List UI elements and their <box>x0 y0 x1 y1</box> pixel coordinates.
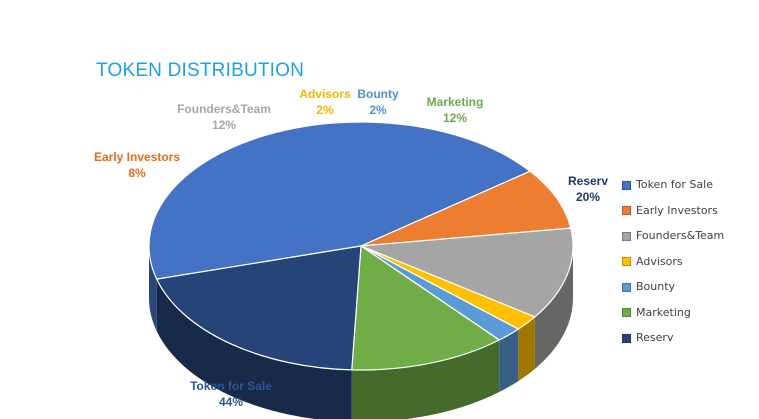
legend-item-founders-team: Founders&Team <box>622 223 724 249</box>
data-label-value-reserv: 20% <box>576 190 600 204</box>
legend-label: Bounty <box>636 280 676 294</box>
legend-swatch <box>622 206 631 216</box>
chart-legend: Token for Sale Early Investors Founders&Te… <box>622 172 724 351</box>
legend-label: Early Investors <box>636 203 718 217</box>
data-label-name-reserv: Reserv <box>568 174 608 188</box>
data-label-value-token-for-sale: 44% <box>219 395 243 409</box>
pie-slice-founders-team <box>360 227 574 318</box>
pie-slice-reserv <box>156 245 362 371</box>
pie-side-token-for-sale <box>149 246 157 332</box>
legend-swatch <box>622 282 631 292</box>
data-label-value-early-investors: 8% <box>128 166 146 180</box>
legend-label: Advisors <box>636 254 683 268</box>
data-label-name-bounty: Bounty <box>357 87 399 101</box>
pie-side-founders-team <box>534 246 573 369</box>
legend-item-reserv: Reserv <box>622 325 724 351</box>
pie-side-bounty <box>499 329 519 393</box>
pie-slice-early-investors <box>360 170 572 247</box>
legend-item-token-for-sale: Token for Sale <box>622 172 724 198</box>
data-label-name-advisors: Advisors <box>299 87 351 101</box>
data-label-value-advisors: 2% <box>316 103 334 117</box>
data-label-name-token-for-sale: Token for Sale <box>190 379 272 393</box>
data-label-name-founders-team: Founders&Team <box>177 102 271 116</box>
legend-label: Reserv <box>636 331 674 345</box>
data-label-name-marketing: Marketing <box>427 95 484 109</box>
legend-item-bounty: Bounty <box>622 274 724 300</box>
legend-item-marketing: Marketing <box>622 300 724 326</box>
data-label-value-marketing: 12% <box>443 111 467 125</box>
legend-swatch <box>622 257 631 267</box>
legend-item-advisors: Advisors <box>622 249 724 275</box>
data-label-value-founders-team: 12% <box>212 118 236 132</box>
data-label-name-early-investors: Early Investors <box>94 150 180 164</box>
legend-swatch <box>622 231 631 241</box>
pie-side-advisors <box>518 316 535 382</box>
data-label-value-bounty: 2% <box>369 103 387 117</box>
pie-side-marketing <box>351 340 500 419</box>
chart-title: TOKEN DISTRIBUTION <box>96 60 305 81</box>
legend-label: Token for Sale <box>636 178 713 192</box>
pie-slice-token-for-sale <box>148 121 531 280</box>
pie-side-reserv <box>156 279 352 419</box>
legend-label: Founders&Team <box>636 229 725 243</box>
legend-item-early-investors: Early Investors <box>622 198 724 224</box>
legend-label: Marketing <box>636 305 691 319</box>
legend-swatch <box>622 333 631 343</box>
legend-swatch <box>622 308 631 318</box>
pie-slice-marketing <box>351 245 500 371</box>
legend-swatch <box>622 180 631 190</box>
